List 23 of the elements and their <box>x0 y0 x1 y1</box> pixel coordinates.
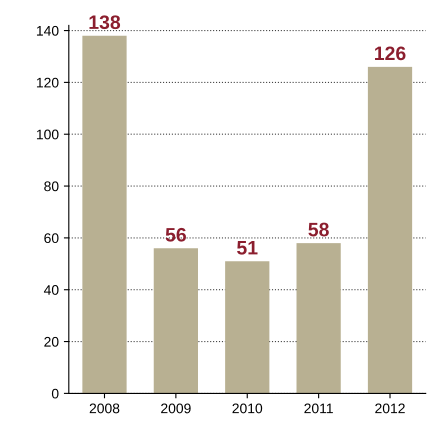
x-tick-label: 2010 <box>232 403 262 414</box>
y-tick-label: 40 <box>44 285 59 295</box>
y-tick-label: 120 <box>36 78 59 88</box>
bar <box>225 261 270 394</box>
y-tick-label: 100 <box>36 130 59 140</box>
y-tick-label: 60 <box>44 233 59 244</box>
data-label: 138 <box>89 15 120 30</box>
bar <box>296 243 341 394</box>
x-tick-label: 2009 <box>161 403 191 414</box>
y-tick-label: 80 <box>44 181 59 192</box>
y-tick-label: 140 <box>36 26 59 36</box>
data-label: 58 <box>308 222 329 236</box>
y-tick-label: 20 <box>44 336 59 347</box>
bar <box>368 66 412 394</box>
bar <box>82 36 127 394</box>
data-label: 126 <box>375 46 406 60</box>
data-label: 51 <box>237 241 258 255</box>
data-label: 56 <box>166 228 186 242</box>
x-tick-label: 2011 <box>304 403 333 414</box>
bar <box>154 248 198 394</box>
x-tick-label: 2008 <box>90 403 120 414</box>
x-tick-label: 2012 <box>375 403 405 414</box>
y-tick-label: 0 <box>52 388 59 399</box>
